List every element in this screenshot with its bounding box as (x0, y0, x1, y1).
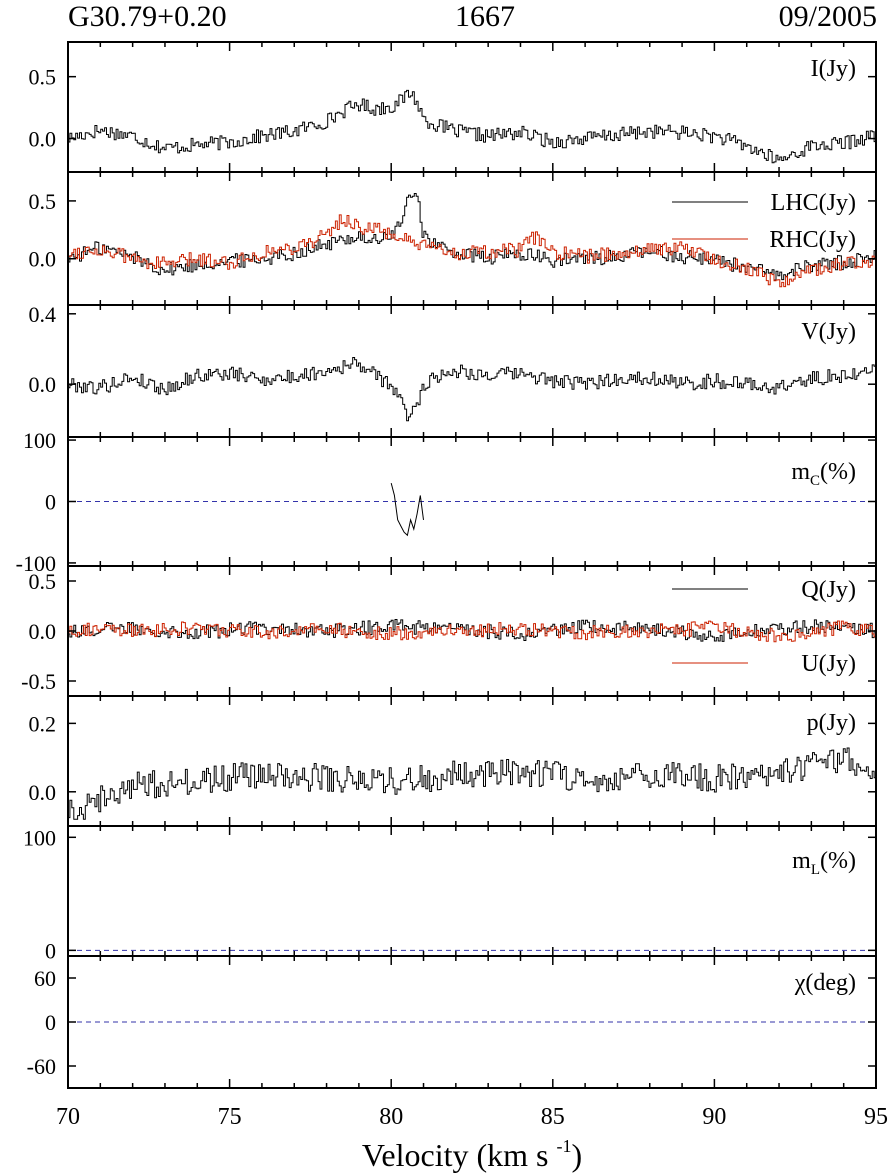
panel-mC: -100 0 100 mC(%) (16, 428, 877, 576)
legend-label-0: Q(Jy) (801, 577, 856, 603)
y-tick-label: 0 (45, 1010, 56, 1035)
source-name: G30.79+0.20 (68, 0, 227, 33)
series-mC-0 (390, 482, 424, 537)
series-I-0 (68, 89, 876, 164)
y-tick-label: 100 (23, 428, 56, 453)
panel-label-V: V(Jy) (801, 319, 856, 345)
panel-p: 0.0 0.2 p(Jy) (29, 695, 877, 827)
panel-LHC_RHC: 0.0 0.5 LHC(Jy) RHC(Jy) (29, 171, 877, 306)
panel-label-p: p(Jy) (807, 710, 856, 736)
y-tick-label: 0 (45, 490, 56, 515)
panel-frame-mL (67, 825, 877, 957)
x-tick-label: 80 (379, 1104, 403, 1130)
y-tick-label: 0.5 (29, 189, 57, 214)
legend-label-0: LHC(Jy) (771, 190, 856, 216)
x-tick-label: 75 (218, 1104, 242, 1130)
epoch-date: 09/2005 (778, 0, 877, 33)
series-Q_U-1 (68, 620, 876, 643)
y-tick-label: 0.0 (29, 127, 57, 152)
y-tick-label: 0.5 (29, 65, 57, 90)
panel-frame-p (67, 695, 877, 827)
panel-label-chi: χ(deg) (794, 970, 856, 996)
y-tick-label: 0.0 (29, 780, 57, 805)
legend-label-1: RHC(Jy) (769, 227, 856, 253)
y-tick-label: 0.0 (29, 619, 57, 644)
series-V-0 (68, 357, 876, 422)
panel-frame-LHC_RHC (67, 171, 877, 306)
x-axis-label: Velocity (km s -1) (362, 1136, 582, 1173)
frequency-label: 1667 (455, 0, 515, 33)
panel-mL: 0 100 mL(%) (23, 825, 877, 963)
y-tick-label: -60 (27, 1054, 56, 1079)
panel-V: 0.0 0.4 V(Jy) (29, 302, 877, 438)
y-tick-label: 0.2 (29, 711, 57, 736)
y-tick-label: -100 (16, 551, 56, 576)
panel-I: 0.0 0.5 I(Jy) (29, 41, 877, 173)
x-tick-label: 85 (541, 1104, 565, 1130)
series-p-0 (68, 747, 876, 820)
y-tick-label: 0 (45, 938, 56, 963)
y-tick-label: 100 (23, 825, 56, 850)
panel-label-mC: mC(%) (791, 459, 856, 489)
y-tick-label: 0.0 (29, 247, 57, 272)
y-tick-label: 60 (34, 966, 56, 991)
series-LHC_RHC-1 (68, 214, 876, 288)
y-tick-label: -0.5 (21, 669, 56, 694)
x-tick-label: 70 (56, 1104, 80, 1130)
panel-chi: -60 0 60 χ(deg) (27, 955, 877, 1089)
x-tick-label: 90 (702, 1104, 726, 1130)
panel-Q_U: -0.5 0.0 0.5 Q(Jy) U(Jy) (21, 565, 877, 697)
panel-label-mL: mL(%) (792, 848, 856, 878)
y-tick-label: 0.4 (29, 302, 57, 327)
x-tick-label: 95 (864, 1104, 888, 1130)
y-tick-label: 0.5 (29, 569, 57, 594)
y-tick-label: 0.0 (29, 372, 57, 397)
panel-label-I: I(Jy) (811, 56, 856, 82)
legend-label-1: U(Jy) (801, 651, 856, 677)
